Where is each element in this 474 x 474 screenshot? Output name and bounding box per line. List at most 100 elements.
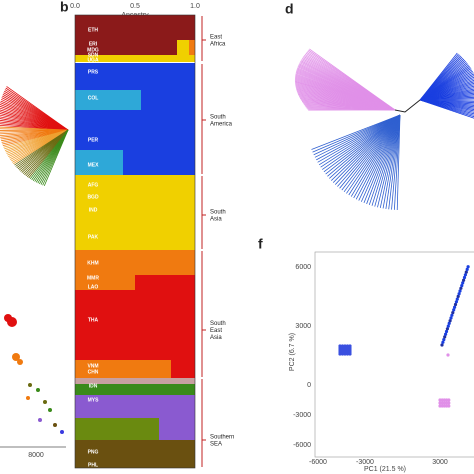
y-tick-label: -3000	[293, 412, 311, 419]
tree-branch	[311, 114, 401, 150]
sample-point	[462, 278, 466, 282]
sample-point	[438, 404, 442, 408]
partial-tree-panel	[0, 86, 69, 187]
tree-branch	[371, 114, 401, 206]
tree-branch	[332, 114, 401, 183]
sample-point	[445, 327, 449, 331]
tree-branch	[379, 114, 401, 209]
tree-branch	[335, 114, 401, 185]
ancestry-block	[159, 418, 195, 440]
tree-branch	[339, 114, 401, 189]
phylogenetic-tree	[294, 48, 474, 210]
ancestry-block	[75, 384, 195, 395]
pca-panel: PC2 (6.7 %) PC1 (21.5 %) 6000 3000 0 -3000 -…	[289, 251, 474, 473]
sample-point	[459, 286, 463, 290]
ancestry-block	[75, 440, 195, 468]
ancestry-block	[75, 15, 195, 40]
tree-branch	[355, 114, 401, 200]
sample-point	[442, 398, 446, 402]
population-label: COL	[88, 95, 99, 101]
x-tick-label: -3000	[356, 459, 374, 466]
sample-point	[454, 300, 458, 304]
ancestry-frame	[74, 14, 196, 469]
sample-point	[447, 398, 451, 402]
ancestry-block	[75, 63, 195, 90]
population-label: PAK	[88, 234, 99, 240]
panel-label: f	[258, 236, 263, 252]
sample-point	[458, 289, 462, 293]
panel-label: b	[60, 0, 69, 15]
sample-point	[438, 398, 442, 402]
sample-point	[457, 292, 461, 296]
sample-point	[446, 353, 450, 357]
population-label: THA	[88, 317, 99, 323]
tree-branch	[366, 114, 401, 205]
tree-branch	[43, 129, 69, 187]
ancestry-block	[75, 395, 195, 418]
ancestry-block	[75, 378, 195, 384]
ancestry-block	[123, 150, 195, 175]
sample-point	[343, 352, 347, 356]
ancestry-block	[75, 40, 177, 55]
sample-point	[445, 404, 449, 408]
sample-point	[348, 352, 352, 356]
x-tick-label: -6000	[309, 459, 327, 466]
sample-point	[455, 297, 459, 301]
tree-branch	[314, 114, 401, 158]
sample-point	[447, 321, 451, 325]
ancestry-block	[75, 418, 159, 440]
tree-branch	[325, 114, 401, 175]
sample-point	[446, 324, 450, 328]
sample-point	[338, 352, 342, 356]
population-label: MYS	[88, 397, 100, 403]
tree-branch	[343, 114, 401, 193]
y-tick-label: 0	[307, 382, 311, 389]
sample-point	[451, 311, 455, 315]
sample-point	[447, 401, 451, 405]
population-label: MMR	[87, 275, 99, 281]
partial-scatter-panel: 8000	[0, 314, 66, 459]
tree-branch	[396, 114, 401, 210]
population-label: UGA	[87, 57, 99, 63]
ancestry-block	[75, 360, 171, 378]
sample-point	[441, 340, 445, 344]
axis-tick-label: 8000	[28, 452, 44, 459]
tree-branch	[419, 99, 474, 119]
sample-point	[453, 305, 457, 309]
region-label: South America	[210, 114, 233, 127]
tree-branch	[358, 114, 401, 201]
population-label: SDN	[88, 52, 99, 58]
ancestry-block	[75, 250, 195, 275]
sample-point	[440, 401, 444, 405]
ancestry-block	[141, 90, 195, 110]
tree-branch	[350, 114, 401, 197]
sample-point	[345, 352, 350, 356]
ancestry-block	[75, 110, 195, 150]
tree-branch	[382, 114, 401, 209]
ancestry-block	[189, 40, 195, 55]
axis-tick-label: 0.0	[70, 3, 80, 10]
sample-point	[444, 329, 449, 334]
population-label: AFG	[88, 182, 99, 188]
tree-branch	[321, 114, 401, 170]
ancestry-block	[75, 150, 123, 175]
sample-point	[465, 267, 469, 271]
population-label: PHL	[88, 462, 98, 468]
tree-branch	[388, 114, 401, 210]
region-label: Southern SEA	[210, 434, 234, 447]
sample-point	[448, 319, 452, 323]
tree-branch	[329, 114, 401, 179]
population-label: PRS	[88, 69, 99, 75]
axis-tick-label: 0.5	[130, 3, 140, 10]
tree-branch	[393, 114, 401, 210]
population-label: MDG	[87, 47, 99, 53]
ancestry-block	[75, 90, 141, 110]
sample-point	[464, 270, 468, 274]
population-label: LAO	[88, 284, 99, 290]
population-label: KHM	[87, 260, 98, 266]
sample-point	[442, 404, 446, 408]
population-label: PER	[88, 137, 99, 143]
ancestry-block	[171, 360, 195, 378]
